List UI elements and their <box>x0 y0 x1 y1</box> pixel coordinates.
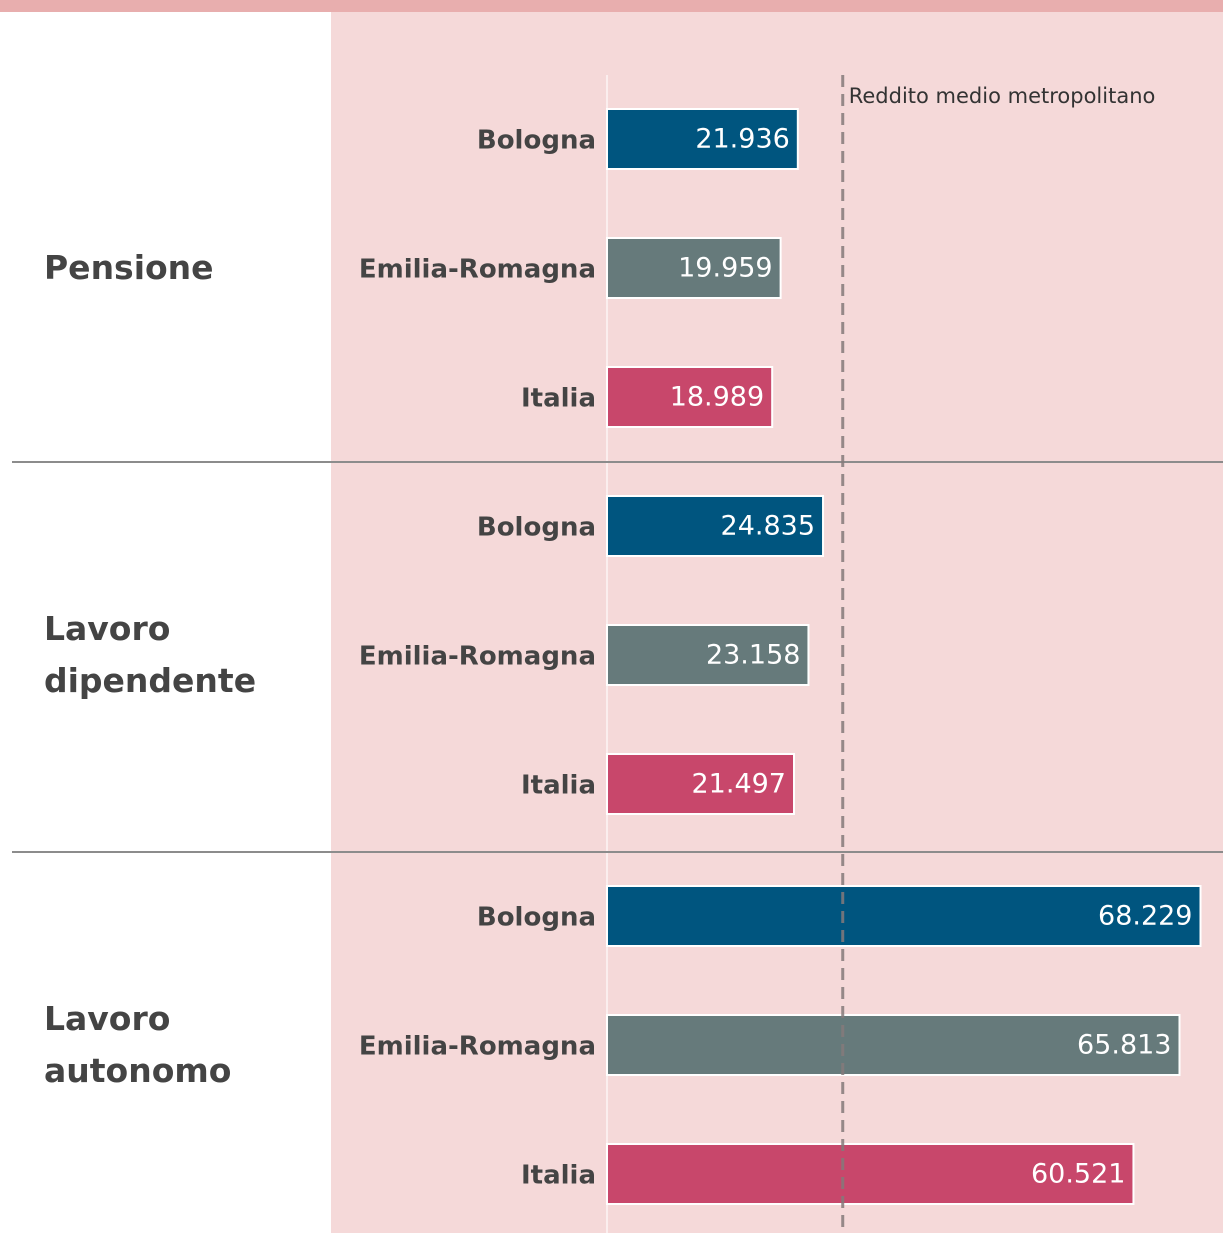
category-label: Italia <box>521 771 596 801</box>
value-label: 19.959 <box>678 253 772 284</box>
category-label: Emilia-Romagna <box>359 1032 596 1062</box>
bar <box>606 495 825 557</box>
bar <box>606 753 795 815</box>
category-label: Bologna <box>477 903 596 933</box>
value-label: 21.497 <box>692 769 786 800</box>
value-label: 60.521 <box>1031 1159 1125 1190</box>
group-label: Lavoro autonomo <box>44 999 232 1090</box>
bar <box>606 108 799 170</box>
value-label: 21.936 <box>695 124 789 155</box>
bar <box>606 624 810 686</box>
value-label: 68.229 <box>1098 901 1192 932</box>
bar <box>606 885 1202 947</box>
category-label: Bologna <box>477 513 596 543</box>
category-label: Bologna <box>477 126 596 156</box>
category-label: Emilia-Romagna <box>359 255 596 285</box>
bar <box>606 1014 1181 1076</box>
value-label: 24.835 <box>721 511 815 542</box>
group-label: Lavoro dipendente <box>44 609 257 700</box>
group-label: Pensione <box>44 248 214 287</box>
reference-label: Reddito medio metropolitano <box>849 84 1156 108</box>
category-label: Emilia-Romagna <box>359 642 596 672</box>
value-label: 23.158 <box>706 640 800 671</box>
bar <box>606 237 782 299</box>
category-label: Italia <box>521 384 596 414</box>
value-label: 18.989 <box>670 382 764 413</box>
top-band <box>0 0 1223 12</box>
bar <box>606 1143 1135 1205</box>
value-label: 65.813 <box>1077 1030 1171 1061</box>
category-label: Italia <box>521 1161 596 1191</box>
bar <box>606 366 774 428</box>
